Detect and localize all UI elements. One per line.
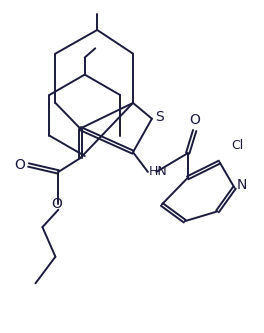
Text: N: N	[237, 178, 247, 192]
Text: O: O	[15, 158, 25, 172]
Text: S: S	[155, 110, 164, 125]
Text: Cl: Cl	[232, 139, 244, 152]
Text: O: O	[52, 197, 63, 211]
Text: HN: HN	[149, 166, 168, 178]
Text: O: O	[189, 113, 200, 127]
